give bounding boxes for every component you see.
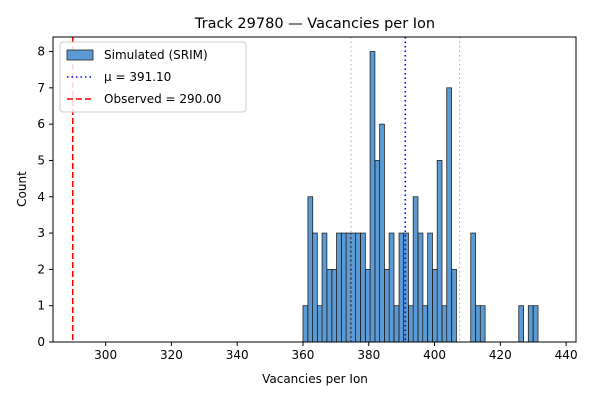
- histogram-bar: [379, 123, 385, 343]
- x-tick-label: 420: [489, 348, 512, 362]
- histogram-bar: [307, 196, 314, 343]
- histogram-bar: [355, 232, 361, 343]
- histogram-bar: [350, 232, 357, 343]
- x-tick-label: 340: [226, 348, 249, 362]
- histogram-bar: [436, 160, 443, 343]
- y-tick-label: 7: [37, 81, 45, 95]
- y-axis-label: Count: [15, 171, 29, 207]
- x-tick-label: 300: [94, 348, 117, 362]
- histogram-bar: [470, 232, 476, 343]
- histogram-bar: [475, 305, 481, 343]
- y-tick-label: 8: [37, 45, 45, 59]
- legend-label: μ = 391.10: [104, 70, 171, 84]
- histogram-bar: [422, 305, 428, 343]
- y-tick-label: 1: [37, 299, 45, 313]
- histogram-bar: [412, 196, 419, 343]
- histogram-bar: [312, 232, 318, 343]
- histogram-bar: [321, 232, 328, 343]
- histogram-bar: [441, 305, 448, 343]
- x-tick-label: 320: [160, 348, 183, 362]
- y-tick-label: 2: [37, 262, 45, 276]
- axes-frame: [52, 36, 577, 343]
- legend-label: Simulated (SRIM): [104, 48, 208, 62]
- histogram-bar: [345, 232, 352, 343]
- histogram-bar: [336, 232, 342, 343]
- y-tick-label: 3: [37, 226, 45, 240]
- y-tick-label: 4: [37, 190, 45, 204]
- y-tick-label: 6: [37, 117, 45, 131]
- histogram-bar: [432, 268, 438, 343]
- x-tick-label: 360: [292, 348, 315, 362]
- legend-box: [59, 41, 247, 113]
- histogram-bar: [384, 268, 390, 343]
- x-tick-label: 380: [357, 348, 380, 362]
- histogram-bar: [532, 305, 539, 343]
- x-axis-label: Vacancies per Ion: [262, 372, 368, 386]
- y-tick-label: 0: [37, 335, 45, 349]
- histogram-bar: [374, 160, 381, 343]
- x-tick-label: 440: [555, 348, 578, 362]
- histogram-bar: [518, 305, 524, 343]
- histogram-bar: [388, 232, 395, 343]
- histogram-bar: [326, 268, 333, 343]
- histogram-bar: [527, 305, 534, 343]
- histogram-bar: [365, 268, 371, 343]
- histogram-bar: [331, 268, 338, 343]
- histogram-bar: [317, 305, 323, 343]
- histogram-bar: [369, 51, 376, 343]
- legend-label: Observed = 290.00: [104, 92, 221, 106]
- legend-swatch-histogram: [66, 49, 94, 61]
- histogram-bar: [479, 305, 486, 343]
- y-tick-label: 5: [37, 153, 45, 167]
- histogram-bar: [341, 232, 347, 343]
- x-tick-label: 400: [423, 348, 446, 362]
- legend: Simulated (SRIM) μ = 391.10 Observed = 290…: [59, 41, 247, 113]
- histogram-bar: [446, 87, 452, 343]
- histogram-bar: [360, 232, 366, 343]
- histogram-bar: [451, 268, 457, 343]
- histogram-bar: [302, 305, 309, 343]
- histogram-bar: [393, 305, 400, 343]
- histogram-bar: [417, 232, 424, 343]
- histogram-bar: [408, 305, 414, 343]
- chart-title: Track 29780 — Vacancies per Ion: [194, 16, 435, 32]
- plot-area: 300 320 340 360 380 400 420 440 0 1 2 3 4 5 6 7 8: [37, 36, 578, 362]
- histogram-bar: [427, 232, 433, 343]
- histogram-bar: [398, 232, 405, 343]
